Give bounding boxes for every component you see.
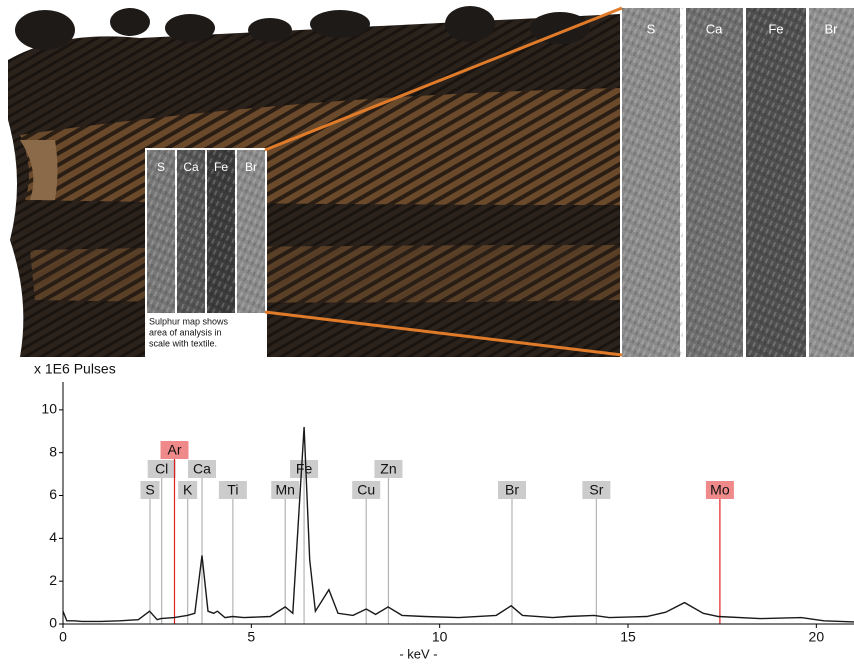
y-tick-label: 2 [49,572,57,588]
element-label: Br [505,482,519,498]
y-tick-label: 0 [49,615,57,631]
element-label: Cu [357,482,375,498]
x-tick-label: 0 [59,629,67,645]
element-label: Ca [193,461,211,477]
element-label: Mo [710,482,730,498]
textile-photo [8,6,620,357]
element-label: K [183,482,193,498]
figure: x 1E6 Pulses- keV -024681005101520SClArK… [0,0,854,664]
y-tick-label: 10 [41,401,57,417]
x-tick-label: 20 [809,629,825,645]
zoom-map-label: Ca [706,21,723,36]
x-tick-label: 5 [247,629,255,645]
zoom-map-label: Fe [768,21,783,36]
inset-caption: scale with textile. [149,338,217,348]
x-axis-label: - keV - [399,646,437,661]
y-tick-label: 8 [49,443,57,459]
y-tick-label: 6 [49,486,57,502]
element-label: Sr [589,482,603,498]
zoom-map-label: Br [825,21,839,36]
element-label: Ar [167,442,181,458]
zoom-panel [620,8,854,357]
element-label: Zn [380,461,396,477]
inset-map-label: Br [245,160,257,174]
element-label: Cl [155,461,168,477]
inset-caption: Sulphur map shows [149,316,229,326]
inset-map-label: S [157,160,165,174]
x-tick-label: 15 [620,629,636,645]
inset-map-label: Fe [214,160,228,174]
element-label: S [145,482,154,498]
inset-map-label: Ca [183,160,199,174]
y-axis-label: x 1E6 Pulses [34,361,116,377]
element-label: Mn [276,482,295,498]
element-label: Fe [296,461,313,477]
inset-caption: area of analysis in [149,327,222,337]
spectrum-chart: x 1E6 Pulses - keV - 0 2 4 6 8 10 0 5 10 15 20 SCl Ar K… [0,358,854,664]
zoom-map-label: S [647,21,656,36]
y-tick-label: 4 [49,529,57,545]
element-label: Ti [227,482,238,498]
x-tick-label: 10 [432,629,448,645]
